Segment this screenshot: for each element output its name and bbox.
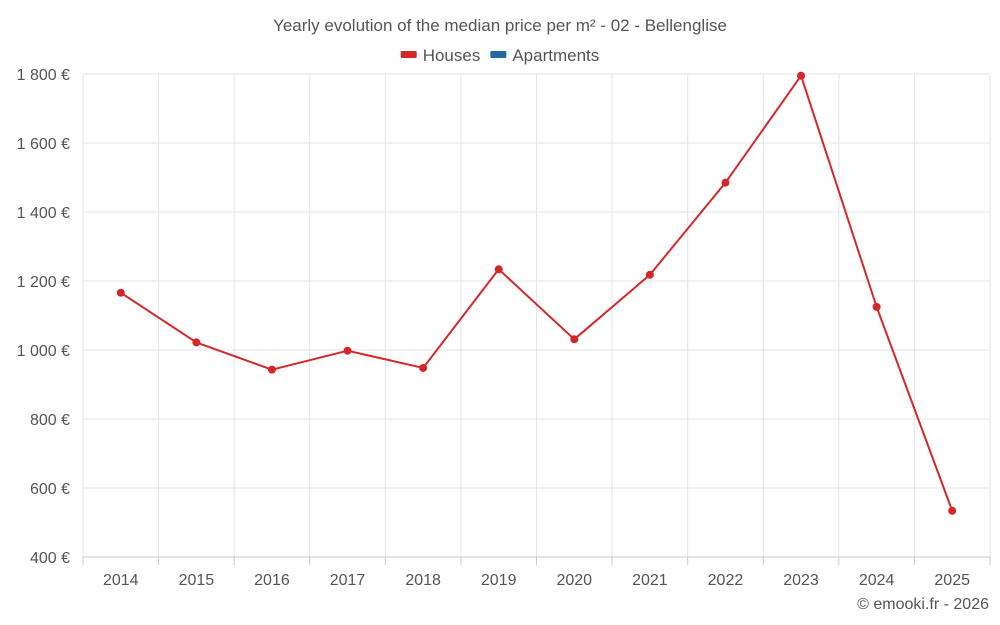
x-tick-label: 2015 xyxy=(179,572,215,589)
x-tick-label: 2018 xyxy=(405,572,441,589)
y-tick-label: 1 000 € xyxy=(17,343,70,360)
series-layer xyxy=(116,71,957,515)
legend-item-houses[interactable]: Houses xyxy=(400,46,481,65)
y-tick-label: 1 600 € xyxy=(17,136,70,153)
x-tick-label: 2019 xyxy=(481,572,517,589)
legend-label: Apartments xyxy=(512,46,599,65)
data-point-houses[interactable] xyxy=(570,335,579,344)
data-point-houses[interactable] xyxy=(116,288,125,297)
data-point-houses[interactable] xyxy=(267,365,276,374)
y-tick-label: 1 200 € xyxy=(17,274,70,291)
legend: Houses Apartments xyxy=(400,46,599,65)
legend-item-apartments[interactable]: Apartments xyxy=(490,46,599,65)
x-tick-label: 2021 xyxy=(632,572,668,589)
x-axis: 2014 2015 2016 2017 2018 2019 2020 2021 2022 2023… xyxy=(82,556,991,589)
credit-text: © emooki.fr - 2026 xyxy=(857,596,989,613)
y-tick-label: 400 € xyxy=(30,550,70,567)
data-point-houses[interactable] xyxy=(797,71,806,80)
legend-label: Houses xyxy=(423,46,481,65)
legend-swatch xyxy=(490,51,507,58)
data-point-houses[interactable] xyxy=(192,338,201,347)
x-tick-label: 2020 xyxy=(556,572,592,589)
y-tick-label: 600 € xyxy=(30,481,70,498)
chart-title: Yearly evolution of the median price per… xyxy=(273,16,727,35)
grid xyxy=(82,73,991,558)
y-tick-label: 1 800 € xyxy=(17,67,70,84)
data-point-houses[interactable] xyxy=(645,270,654,279)
x-tick-label: 2024 xyxy=(859,572,895,589)
data-point-houses[interactable] xyxy=(872,302,881,311)
data-point-houses[interactable] xyxy=(948,506,957,515)
x-tick-label: 2025 xyxy=(934,572,970,589)
legend-swatch xyxy=(400,51,417,58)
y-axis: 400 € 600 € 800 € 1 000 € 1 200 € 1 400 € 1 60… xyxy=(17,67,70,567)
x-tick-label: 2017 xyxy=(330,572,366,589)
data-point-houses[interactable] xyxy=(721,178,730,187)
data-point-houses[interactable] xyxy=(343,346,352,355)
x-tick-label: 2022 xyxy=(708,572,744,589)
x-tick-label: 2016 xyxy=(254,572,290,589)
y-tick-label: 1 400 € xyxy=(17,205,70,222)
x-tick-label: 2014 xyxy=(103,572,139,589)
x-tick-label: 2023 xyxy=(783,572,819,589)
data-point-houses[interactable] xyxy=(494,265,503,274)
data-point-houses[interactable] xyxy=(419,363,428,372)
y-tick-label: 800 € xyxy=(30,412,70,429)
series-line-houses xyxy=(120,74,954,512)
